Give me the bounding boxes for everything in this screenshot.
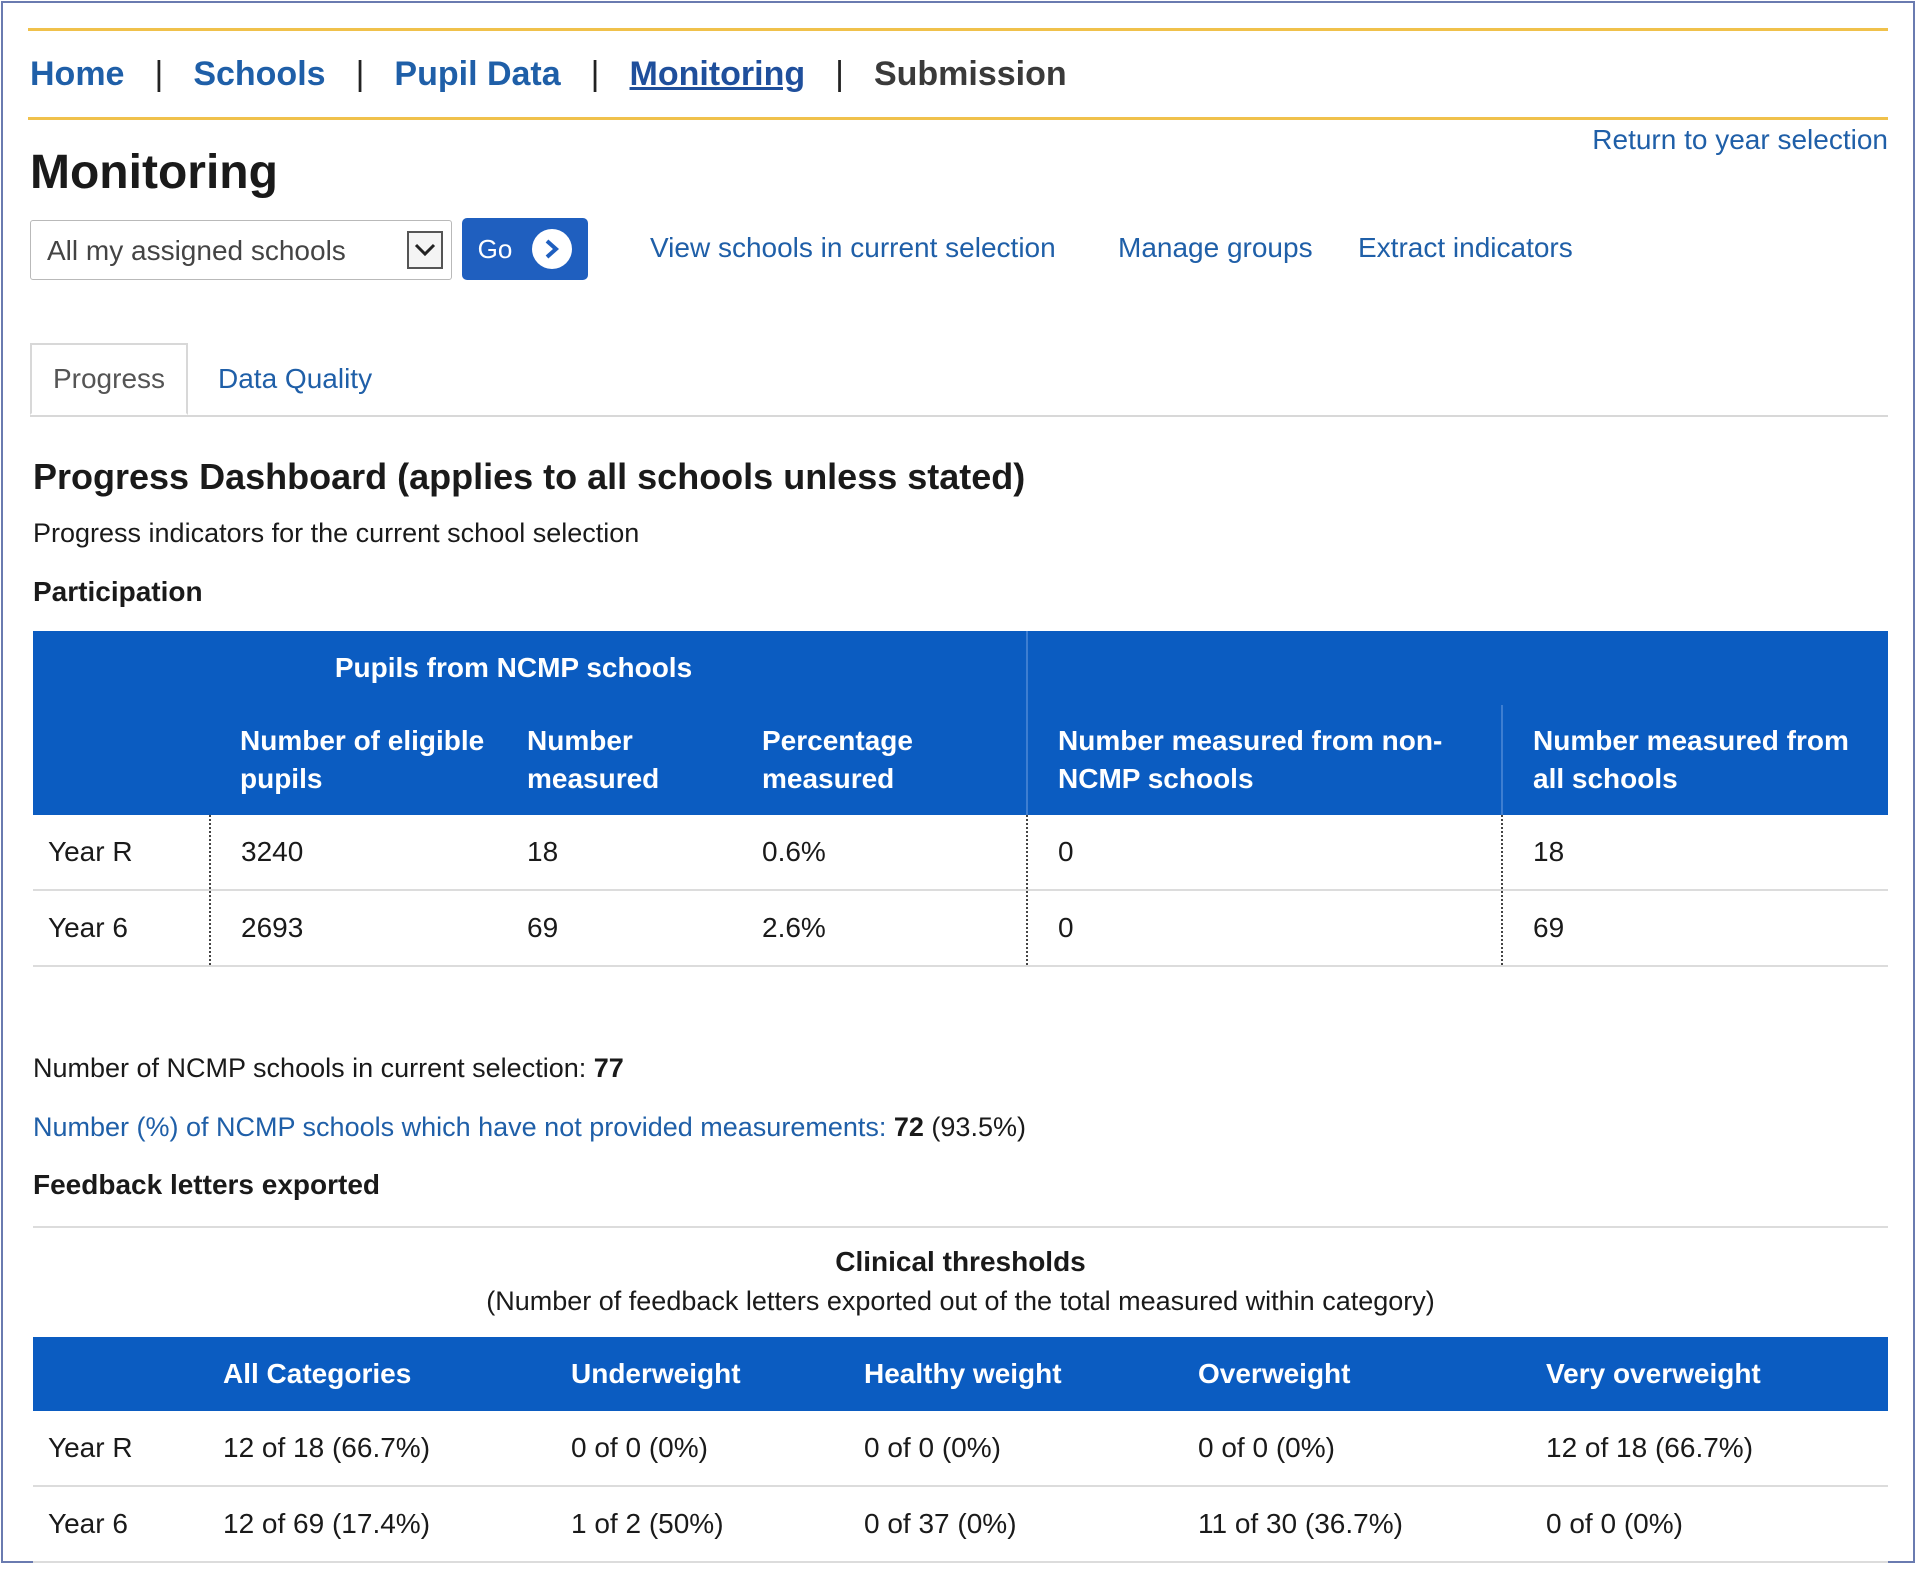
table-header-cell xyxy=(1026,631,1502,705)
go-button[interactable]: Go xyxy=(462,218,588,280)
tab-progress[interactable]: Progress xyxy=(30,343,188,415)
table-header-cell xyxy=(33,631,210,705)
table-row: Year 6 2693 69 2.6% 0 69 xyxy=(33,890,1888,967)
nav-separator: | xyxy=(154,54,164,93)
go-button-label: Go xyxy=(477,233,513,264)
cell-underweight: 0 of 0 (0%) xyxy=(556,1411,849,1487)
col-header-very-overweight: Very overweight xyxy=(1531,1337,1888,1411)
tab-data-quality[interactable]: Data Quality xyxy=(218,363,373,394)
group-header-ncmp: Pupils from NCMP schools xyxy=(210,631,1027,705)
participation-heading: Participation xyxy=(33,576,203,607)
cell-eligible: 2693 xyxy=(209,890,497,967)
col-header-eligible: Number of eligible pupils xyxy=(210,705,497,815)
ncmp-schools-label: Number of NCMP schools in current select… xyxy=(33,1053,594,1083)
participation-table: Pupils from NCMP schools Number of eligi… xyxy=(33,631,1888,967)
cell-non-ncmp: 0 xyxy=(1026,890,1502,967)
nav-schools[interactable]: Schools xyxy=(193,54,326,93)
extract-indicators-link[interactable]: Extract indicators xyxy=(1358,232,1573,263)
cell-underweight: 1 of 2 (50%) xyxy=(556,1486,849,1563)
cell-all-categories: 12 of 18 (66.7%) xyxy=(208,1411,556,1487)
dropdown-selected-value: All my assigned schools xyxy=(47,235,346,266)
table-row: Year R 3240 18 0.6% 0 18 xyxy=(33,815,1888,891)
schools-not-provided-value: 72 xyxy=(893,1112,924,1142)
page-content: Home | Schools | Pupil Data | Monitoring… xyxy=(28,28,1888,1563)
cell-measured: 69 xyxy=(497,890,732,967)
table-header-cell xyxy=(1502,631,1888,705)
selection-toolbar: All my assigned schools Go View schools … xyxy=(30,218,1890,282)
cell-percentage: 0.6% xyxy=(732,815,1027,891)
cell-eligible: 3240 xyxy=(209,815,497,891)
school-selection-dropdown[interactable]: All my assigned schools xyxy=(30,220,452,280)
arrow-right-icon xyxy=(532,229,573,269)
col-header-underweight: Underweight xyxy=(556,1337,849,1411)
nav-submission[interactable]: Submission xyxy=(873,54,1067,93)
col-header-overweight: Overweight xyxy=(1183,1337,1531,1411)
col-header-all-schools: Number measured from all schools xyxy=(1501,705,1888,815)
cell-measured: 18 xyxy=(497,815,732,891)
col-header-measured: Number measured xyxy=(497,705,732,815)
nav-separator: | xyxy=(835,54,844,93)
nav-separator: | xyxy=(355,54,365,93)
page-frame: Home | Schools | Pupil Data | Monitoring… xyxy=(1,1,1915,1563)
schools-not-provided: Number (%) of NCMP schools which have no… xyxy=(33,1112,1026,1143)
cell-overweight: 0 of 0 (0%) xyxy=(1183,1411,1531,1487)
cell-healthy-weight: 0 of 0 (0%) xyxy=(849,1411,1183,1487)
cell-very-overweight: 12 of 18 (66.7%) xyxy=(1531,1411,1888,1487)
table-row: Year 6 12 of 69 (17.4%) 1 of 2 (50%) 0 o… xyxy=(33,1486,1888,1563)
row-year: Year R xyxy=(33,1411,208,1487)
schools-not-provided-link[interactable]: Number (%) of NCMP schools which have no… xyxy=(33,1112,894,1142)
feedback-heading: Feedback letters exported xyxy=(33,1169,381,1200)
nav-separator: | xyxy=(590,54,600,93)
row-year: Year R xyxy=(33,815,210,891)
cell-very-overweight: 0 of 0 (0%) xyxy=(1531,1486,1888,1563)
manage-groups-link[interactable]: Manage groups xyxy=(1118,232,1313,263)
return-to-year-selection-link[interactable]: Return to year selection xyxy=(1592,124,1888,155)
cell-all-categories: 12 of 69 (17.4%) xyxy=(208,1486,556,1563)
nav-home[interactable]: Home xyxy=(30,54,125,93)
cell-overweight: 11 of 30 (36.7%) xyxy=(1183,1486,1531,1563)
chevron-down-icon[interactable] xyxy=(407,231,443,269)
cell-non-ncmp: 0 xyxy=(1026,815,1502,891)
dashboard-title: Progress Dashboard (applies to all schoo… xyxy=(33,456,1026,497)
table-header-cell xyxy=(33,1337,208,1411)
table-header-row: Number of eligible pupils Number measure… xyxy=(33,705,1888,815)
cell-healthy-weight: 0 of 37 (0%) xyxy=(849,1486,1183,1563)
col-header-non-ncmp: Number measured from non-NCMP schools xyxy=(1026,705,1502,815)
page-title: Monitoring xyxy=(30,146,278,199)
clinical-thresholds-subtitle: (Number of feedback letters exported out… xyxy=(486,1286,1435,1316)
table-header-row: All Categories Underweight Healthy weigh… xyxy=(33,1337,1888,1411)
nav-pupil-data[interactable]: Pupil Data xyxy=(394,54,561,93)
row-year: Year 6 xyxy=(33,1486,208,1563)
table-row: Year R 12 of 18 (66.7%) 0 of 0 (0%) 0 of… xyxy=(33,1411,1888,1487)
schools-not-provided-pct: (93.5%) xyxy=(923,1112,1026,1142)
col-header-percentage: Percentage measured xyxy=(732,705,1027,815)
clinical-thresholds-title: Clinical thresholds xyxy=(835,1246,1086,1277)
table-header-cell xyxy=(33,705,210,815)
view-schools-link[interactable]: View schools in current selection xyxy=(650,232,1056,263)
table-header-row: Pupils from NCMP schools xyxy=(33,631,1888,705)
feedback-letters-table: All Categories Underweight Healthy weigh… xyxy=(33,1337,1888,1563)
row-year: Year 6 xyxy=(33,890,210,967)
cell-all-schools: 18 xyxy=(1501,815,1888,891)
col-header-healthy-weight: Healthy weight xyxy=(849,1337,1183,1411)
ncmp-schools-value: 77 xyxy=(593,1053,624,1083)
nav-monitoring[interactable]: Monitoring xyxy=(629,54,806,93)
cell-percentage: 2.6% xyxy=(732,890,1027,967)
ncmp-schools-count: Number of NCMP schools in current select… xyxy=(33,1053,624,1084)
clinical-thresholds-header: Clinical thresholds (Number of feedback … xyxy=(33,1226,1888,1317)
dashboard-subtitle: Progress indicators for the current scho… xyxy=(33,518,640,548)
tab-bar: Progress Data Quality xyxy=(30,343,1888,417)
cell-all-schools: 69 xyxy=(1501,890,1888,967)
top-navigation: Home | Schools | Pupil Data | Monitoring… xyxy=(28,28,1888,120)
col-header-all-categories: All Categories xyxy=(208,1337,556,1411)
